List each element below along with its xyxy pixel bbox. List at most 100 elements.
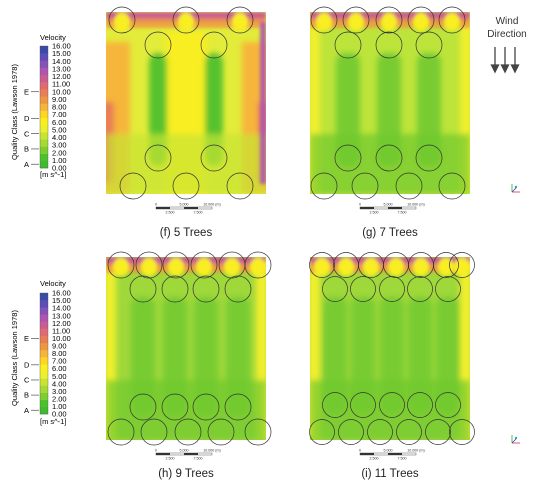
contour-plot — [106, 12, 266, 194]
quality-class-label: A — [24, 406, 29, 415]
legend-tick-label: 2.00 — [52, 148, 67, 157]
tree-circle — [367, 419, 393, 445]
tree-circle — [322, 392, 348, 418]
legend-unit: [m s^-1] — [40, 417, 66, 426]
legend-tick-label: 12.00 — [52, 319, 71, 328]
axis-triad — [511, 435, 520, 444]
colorbar-segment — [40, 357, 48, 365]
legend-tick-label: 15.00 — [52, 296, 71, 305]
tree-circle — [174, 418, 202, 446]
legend-axis-label: Quality Class (Lawson 1978) — [10, 310, 19, 406]
legend-tick-label: 4.00 — [52, 133, 67, 142]
colorbar-segment — [40, 67, 48, 76]
scale-bar-label: 2.500 — [370, 211, 379, 215]
scale-bar: 0 5.000 10.000 (m) 2.500 7.500 — [359, 449, 425, 461]
wind-label-line2: Direction — [487, 29, 526, 40]
quality-class-label: B — [24, 145, 29, 154]
legend-tick-label: 10.00 — [52, 87, 71, 96]
scale-bar-label: 0 — [359, 449, 361, 453]
tree-circle — [407, 6, 435, 34]
legend-tick-label: 14.00 — [52, 57, 71, 66]
scale-bar: 0 5.000 10.000 (m) 2.500 7.500 — [155, 203, 221, 215]
panel-9-trees: 0 5.000 10.000 (m) 2.500 7.500 — [106, 251, 272, 461]
scale-bar-label: 5.000 — [180, 449, 189, 453]
tree-circle — [438, 172, 466, 200]
legend-tick-label: 8.00 — [52, 349, 67, 358]
tree-circle — [350, 392, 376, 418]
tree-circle — [334, 144, 362, 172]
tree-circle — [407, 392, 433, 418]
tree-circle — [396, 419, 422, 445]
quality-class-label: E — [24, 87, 29, 96]
legend-tick-label: 4.00 — [52, 379, 67, 388]
tree-circle — [161, 393, 189, 421]
scale-bar-label: 10.000 (m) — [203, 449, 220, 453]
colorbar-segment — [40, 124, 48, 133]
scale-bar-label: 10.000 (m) — [407, 203, 424, 207]
tree-circle — [322, 276, 348, 302]
caption-panel-g: (g) 7 Trees — [362, 227, 418, 239]
scale-bar: 0 5.000 10.000 (m) 2.500 7.500 — [155, 449, 221, 461]
colorbar-segment — [40, 293, 48, 301]
caption-panel-i: (i) 11 Trees — [361, 468, 419, 480]
legend-tick-label: 10.00 — [52, 334, 71, 343]
legend-tick-label: 7.00 — [52, 110, 67, 119]
tree-circle — [172, 6, 200, 34]
tree-circle — [449, 252, 475, 278]
tree-circle — [435, 276, 461, 302]
wind-direction-indicator: Wind Direction — [487, 16, 527, 74]
tree-circle — [309, 252, 335, 278]
colorbar-segment — [40, 81, 48, 90]
tree-circle — [162, 251, 190, 279]
legend-tick-label: 5.00 — [52, 372, 67, 381]
panel-5-trees: 0 5.000 10.000 (m) 2.500 7.500 — [106, 6, 266, 215]
scale-bar-label: 2.500 — [166, 457, 175, 461]
legend-title: Velocity — [40, 33, 66, 42]
scale-bar-label: 5.000 — [180, 203, 189, 207]
tree-circle — [226, 172, 254, 200]
colorbar-segment — [40, 392, 48, 401]
legend-title: Velocity — [40, 279, 66, 288]
scale-bar-label: 2.500 — [370, 457, 379, 461]
scale-bar-label: 5.000 — [384, 203, 393, 207]
legend-tick-label: 1.00 — [52, 156, 67, 165]
scale-bar-label: 0 — [155, 449, 157, 453]
tree-circle — [375, 31, 403, 59]
legend-tick-label: 16.00 — [52, 289, 71, 298]
scale-bar-label: 7.500 — [398, 211, 407, 215]
tree-circle — [129, 393, 157, 421]
legend-top: Velocity 16.0015.0014.0013.0012.0011.001… — [10, 33, 71, 179]
colorbar-segment — [40, 153, 48, 162]
tree-circle — [107, 251, 135, 279]
quality-class-label: C — [24, 129, 30, 138]
legend-tick-label: 15.00 — [52, 49, 71, 58]
tree-circle — [310, 172, 338, 200]
legend-tick-label: 12.00 — [52, 72, 71, 81]
legend-tick-label: 6.00 — [52, 364, 67, 373]
legend-unit: [m s^-1] — [40, 170, 66, 179]
legend-tick-label: 0.00 — [52, 164, 67, 173]
colorbar-segment — [40, 399, 48, 408]
colorbar-segment — [40, 103, 48, 111]
tree-circle — [200, 144, 228, 172]
colorbar-segment — [40, 307, 48, 315]
colorbar-segment — [40, 110, 48, 119]
colorbar-segment — [40, 371, 48, 379]
tree-circle — [140, 418, 168, 446]
panel-11-trees: 0 5.000 10.000 (m) 2.500 7.500 — [309, 252, 475, 461]
legend-tick-labels: 16.0015.0014.0013.0012.0011.0010.009.008… — [52, 42, 71, 173]
tree-circle — [207, 418, 235, 446]
tree-circle — [244, 418, 272, 446]
tree-circle — [351, 172, 379, 200]
tree-circle — [244, 251, 272, 279]
legend-tick-label: 1.00 — [52, 402, 67, 411]
tree-circle — [192, 393, 220, 421]
tree-circle — [415, 31, 443, 59]
tree-circle — [342, 6, 370, 34]
quality-class-label: D — [24, 360, 30, 369]
colorbar-segment — [40, 89, 48, 97]
tree-circle — [135, 251, 163, 279]
